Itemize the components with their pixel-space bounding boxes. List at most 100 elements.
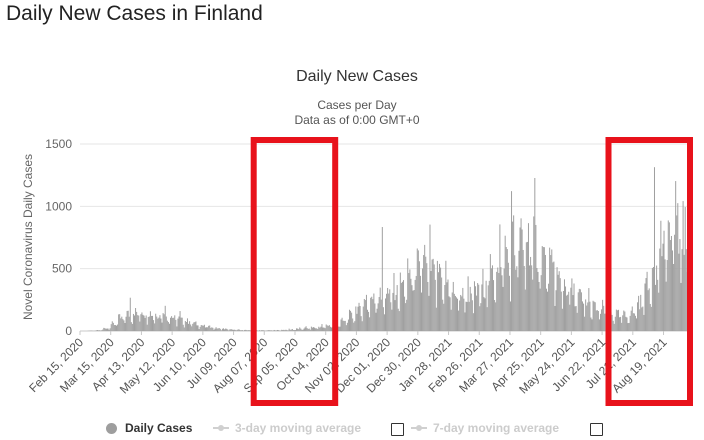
bar [319, 327, 321, 331]
highlight-boxes [250, 137, 693, 406]
bar [485, 280, 487, 331]
bar [621, 322, 623, 331]
legend-label: 3-day moving average [235, 421, 362, 435]
bar [116, 325, 118, 331]
bar [445, 260, 447, 331]
bar [462, 287, 464, 331]
checkbox-3day-average[interactable] [391, 423, 404, 436]
bar [382, 307, 384, 331]
bar [572, 295, 574, 331]
bar [341, 317, 343, 331]
bar [139, 321, 141, 331]
bar [181, 317, 183, 331]
bar [398, 311, 400, 331]
bar [281, 329, 283, 331]
bar [156, 316, 158, 331]
bar [489, 254, 491, 331]
bar [221, 328, 223, 331]
bar [427, 282, 429, 331]
bar [681, 249, 683, 331]
bar [376, 308, 378, 331]
bar [483, 297, 485, 331]
bar [480, 303, 482, 331]
bar [632, 313, 634, 331]
bar [174, 315, 176, 331]
bar [678, 253, 680, 331]
bar [658, 292, 660, 331]
bar [434, 279, 436, 331]
bar [593, 301, 595, 331]
bar [619, 317, 621, 331]
bar [517, 277, 519, 331]
bar [508, 275, 510, 331]
bar [396, 285, 398, 331]
bar [303, 328, 305, 331]
bar [294, 330, 296, 331]
bar [176, 326, 178, 331]
bar [194, 322, 196, 331]
bar [225, 328, 227, 331]
bar [522, 249, 524, 331]
bar [637, 302, 639, 331]
bar [437, 272, 439, 331]
bar [540, 275, 542, 331]
bar [538, 281, 540, 331]
bar [217, 328, 219, 331]
bar [674, 234, 676, 331]
bar [464, 312, 466, 331]
bar [163, 314, 165, 331]
bar [651, 267, 653, 331]
bar [206, 327, 208, 331]
bar [258, 330, 260, 331]
bar [269, 330, 271, 331]
bar [548, 283, 550, 331]
bar [172, 317, 174, 331]
bar [320, 326, 322, 331]
bar [656, 265, 658, 331]
bar [346, 322, 348, 331]
bar [395, 294, 397, 331]
legend-label: 7-day moving average [433, 421, 560, 435]
bar [216, 328, 218, 331]
legend-item-3day-average[interactable]: 3-day moving average [213, 421, 361, 435]
bar [377, 303, 379, 331]
bar [324, 328, 326, 331]
bar [507, 262, 509, 331]
bar [409, 269, 411, 331]
bar [369, 317, 371, 331]
bar [680, 282, 682, 331]
bar [588, 288, 590, 331]
bar [659, 248, 661, 331]
bar [611, 314, 613, 331]
bar [413, 290, 415, 331]
bar [129, 297, 131, 331]
y-tick-labels: 0 500 1000 1500 [45, 137, 72, 338]
legend-item-7day-average[interactable]: 7-day moving average [411, 421, 559, 435]
bar [186, 318, 188, 331]
bar [356, 313, 358, 331]
bar [545, 288, 547, 331]
bar [191, 326, 193, 331]
bar [358, 302, 360, 331]
bar [541, 246, 543, 331]
checkbox-7day-average[interactable] [590, 423, 603, 436]
y-tick-label: 1000 [45, 199, 72, 213]
bar [634, 315, 636, 331]
bar [247, 330, 249, 331]
bar [591, 319, 593, 331]
bar [559, 278, 561, 331]
bar [284, 330, 286, 331]
bar [299, 327, 301, 331]
bar [682, 201, 684, 331]
bar [242, 330, 244, 331]
bar [520, 218, 522, 331]
bar [670, 235, 672, 331]
bar [431, 259, 433, 331]
bar [466, 302, 468, 331]
bar [663, 230, 665, 331]
bar [667, 220, 669, 331]
bar [433, 264, 435, 331]
legend-item-daily-cases[interactable]: Daily Cases [106, 421, 192, 435]
bar [114, 325, 116, 331]
bar [394, 300, 396, 331]
